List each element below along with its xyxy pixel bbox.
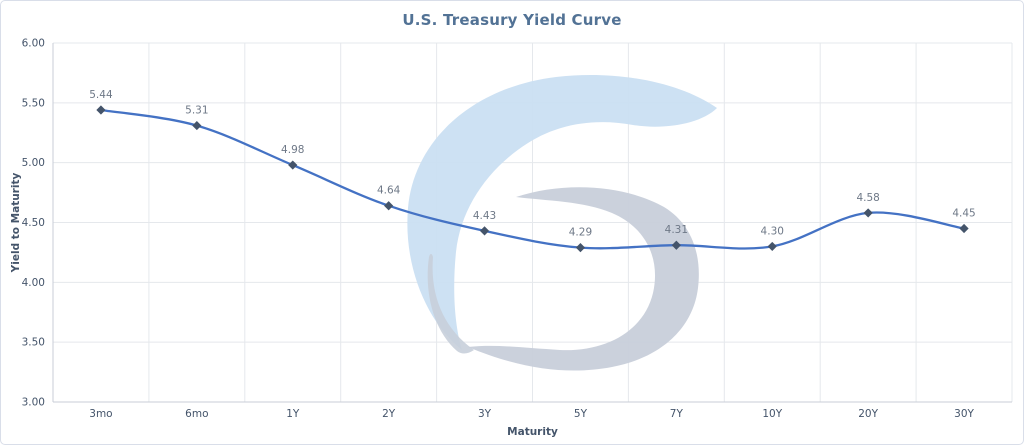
y-axis-tick-label: 3.00 (22, 397, 45, 409)
x-axis-tick-label: 3mo (89, 408, 112, 420)
data-label: 4.29 (569, 227, 592, 239)
data-label: 5.31 (185, 105, 208, 117)
data-label: 4.98 (281, 144, 304, 156)
data-point-marker (767, 241, 777, 252)
x-axis-tick-label: 1Y (286, 408, 300, 420)
data-point-marker (671, 240, 681, 250)
x-axis-title: Maturity (507, 426, 558, 438)
x-axis-tick-label: 30Y (954, 408, 974, 420)
x-axis-tick-label: 20Y (858, 408, 878, 420)
x-axis-tick-label: 10Y (762, 408, 782, 420)
data-label: 4.64 (377, 185, 401, 197)
data-point-marker (575, 243, 586, 253)
y-axis-tick-label: 5.00 (22, 157, 45, 169)
data-label: 4.58 (856, 192, 879, 204)
watermark-gray-sliver (427, 254, 474, 354)
y-axis-tick-label: 4.50 (22, 217, 45, 229)
chart-title: U.S. Treasury Yield Curve (402, 11, 622, 29)
data-point-marker (863, 208, 873, 218)
y-axis-tick-label: 3.50 (22, 337, 45, 349)
y-axis-tick-label: 6.00 (22, 38, 45, 50)
data-point-marker (479, 226, 490, 236)
y-axis-tick-label: 5.50 (22, 97, 45, 109)
data-point-marker (288, 160, 298, 170)
series-line (99, 108, 966, 250)
series-line-group (96, 105, 969, 253)
data-label: 5.44 (89, 89, 113, 101)
data-label: 4.31 (665, 224, 688, 236)
data-labels-group: 5.44 5.31 4.98 4.64 4.43 4.29 4.31 4.30 4.58 4.45 (89, 89, 975, 239)
watermark-gray-swoosh (468, 187, 699, 371)
x-axis-tick-label: 3Y (478, 408, 492, 420)
y-axis-title: Yield to Maturity (10, 173, 22, 274)
x-axis-tick-label: 5Y (574, 408, 588, 420)
data-label: 4.45 (952, 207, 975, 219)
x-axis-tick-label: 6mo (185, 408, 208, 420)
data-point-marker (96, 105, 106, 115)
watermark-blue-swoosh (407, 74, 717, 350)
data-point-marker (959, 223, 969, 234)
data-label: 4.30 (761, 225, 784, 237)
axis-labels-group: 6.00 5.50 5.00 4.50 4.00 3.50 3.00 3mo 6mo 1Y 2Y 3Y… (10, 38, 975, 439)
y-axis-tick-label: 4.00 (22, 277, 45, 289)
swirl-watermark-icon (407, 74, 717, 371)
data-point-marker (192, 120, 202, 131)
x-axis-tick-label: 7Y (670, 408, 684, 420)
data-label: 4.43 (473, 210, 496, 222)
data-point-marker (384, 201, 394, 211)
x-axis-tick-label: 2Y (382, 408, 396, 420)
